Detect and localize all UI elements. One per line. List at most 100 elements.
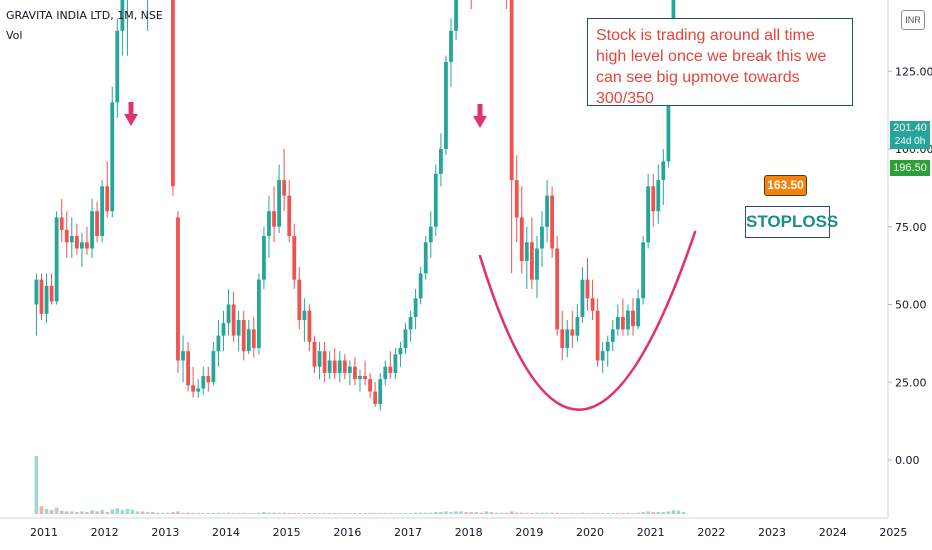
candle-body [358, 376, 362, 380]
volume-bar [90, 510, 94, 514]
volume-bar [444, 511, 448, 514]
y-tick-label: 125.00 [895, 65, 932, 78]
candle-body [115, 30, 120, 103]
volume-bar [560, 513, 565, 514]
x-tick-label: 2011 [30, 526, 58, 539]
volume-bar [636, 512, 640, 514]
candle-body [449, 30, 453, 62]
volume-bars [34, 456, 686, 514]
candle-body [44, 285, 49, 314]
analysis-note: Stock is trading around all time high le… [587, 18, 853, 107]
volume-bar [605, 513, 610, 514]
volume-bar [267, 512, 271, 514]
volume-bar [196, 513, 201, 514]
candle-body [105, 186, 110, 212]
y-tick-label: 50.00 [895, 299, 927, 312]
volume-bar [499, 512, 504, 514]
volume-bar [211, 512, 216, 514]
volume-bar [413, 512, 418, 514]
volume-bar [176, 511, 180, 514]
volume-bar [171, 512, 175, 514]
candle-body [211, 351, 216, 383]
candle-body [363, 376, 367, 380]
candle-body [322, 351, 327, 373]
volume-bar [484, 511, 489, 514]
candle-body [337, 360, 342, 373]
candle-body [585, 279, 590, 299]
x-tick-label: 2018 [455, 526, 483, 539]
candle-body [590, 298, 595, 311]
candle-body [656, 180, 661, 212]
candle-body [651, 186, 656, 212]
down-arrow-shaft [477, 104, 483, 117]
candle-body [388, 366, 393, 373]
candle-body [327, 360, 332, 373]
candle-body [216, 335, 221, 352]
volume-bar [54, 507, 59, 514]
candle-body [206, 376, 211, 383]
candle-body [555, 248, 560, 330]
volume-bar [545, 512, 549, 514]
last-price-tag: 201.40 24d 0h [890, 121, 930, 149]
volume-bar [166, 512, 170, 514]
candle-body [626, 310, 630, 330]
candle-body [312, 341, 317, 367]
volume-bar [307, 513, 312, 514]
volume-bar [388, 513, 393, 514]
down-arrow-head [473, 116, 487, 128]
volume-bar [525, 512, 529, 514]
candle-body [262, 236, 266, 280]
volume-bar [378, 513, 383, 514]
candle-body [605, 341, 610, 352]
volume-bar [272, 512, 276, 514]
volume-bar [39, 506, 44, 514]
volume-bar [277, 512, 281, 514]
candle-body [408, 316, 413, 330]
currency-button[interactable]: INR [901, 10, 925, 30]
candle-body [292, 236, 297, 280]
candle-body [110, 102, 115, 212]
candle-body [231, 304, 236, 336]
volume-bar [130, 509, 135, 514]
candle-body [34, 279, 39, 305]
volume-bar [449, 512, 453, 514]
volume-bar [666, 511, 671, 514]
candle-body [256, 279, 261, 349]
volume-bar [297, 513, 302, 514]
candle-body [196, 388, 201, 392]
volume-bar [550, 512, 554, 514]
volume-bar [221, 513, 226, 514]
candle-body [39, 279, 44, 314]
stoploss-label: STOPLOSS [745, 206, 838, 238]
volume-bar [160, 512, 165, 514]
volume-bar [423, 512, 428, 514]
candle-body [342, 360, 347, 373]
cup-curve [478, 230, 697, 411]
volume-bar [504, 512, 509, 514]
volume-bar [656, 512, 661, 514]
volume-bar [241, 513, 246, 514]
volume-bar [393, 513, 398, 514]
volume-bar [469, 512, 474, 514]
volume-bar [514, 512, 519, 514]
volume-bar [327, 513, 332, 514]
candle-body [560, 329, 565, 349]
volume-bar [641, 512, 645, 514]
volume-bar [292, 513, 297, 514]
volume-bar [34, 456, 39, 514]
volume-bar [626, 512, 630, 514]
candle-body [621, 316, 625, 330]
volume-bar [59, 510, 64, 514]
last-price-value: 201.40 [893, 122, 927, 134]
volume-indicator-label: Vol [6, 29, 23, 42]
volume-bar [251, 513, 256, 514]
volume-bar [322, 513, 327, 514]
volume-bar [95, 511, 99, 514]
volume-bar [226, 512, 231, 514]
volume-bar [155, 512, 160, 514]
chart-title: GRAVITA INDIA LTD, 1M, NSE [6, 9, 163, 22]
volume-bar [287, 513, 292, 514]
candle-body [307, 310, 312, 342]
candle-body [95, 211, 99, 237]
candle-body [297, 279, 302, 321]
